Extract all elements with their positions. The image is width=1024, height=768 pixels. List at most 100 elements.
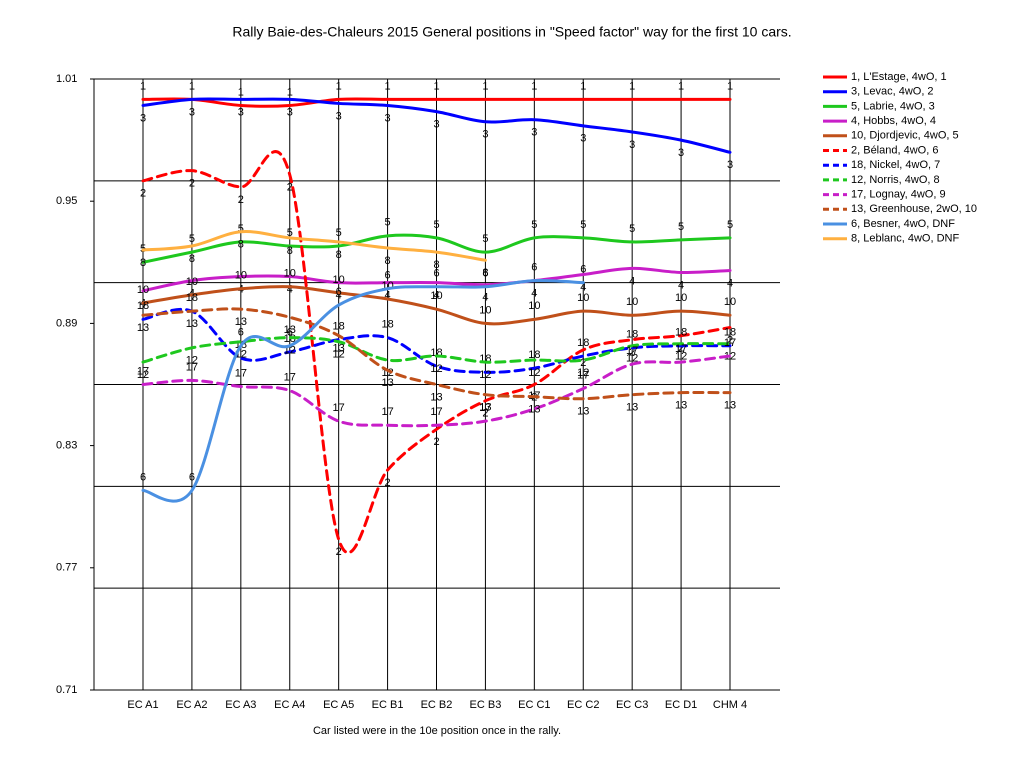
data-label: 4 — [629, 275, 635, 287]
data-label: 10 — [528, 300, 540, 312]
series-line — [141, 150, 732, 555]
data-label: 1 — [385, 80, 391, 92]
data-label: 13 — [235, 316, 247, 328]
data-label: 3 — [140, 112, 146, 124]
data-label: 18 — [626, 329, 638, 341]
data-label: 3 — [287, 106, 293, 118]
data-label: 6 — [189, 471, 195, 483]
x-tick-label: EC B2 — [421, 699, 453, 711]
data-label: 12 — [430, 363, 442, 375]
data-label: 6 — [580, 264, 586, 276]
data-label: 17 — [381, 406, 393, 418]
data-label: 6 — [531, 262, 537, 274]
x-tick-label: EC C2 — [567, 699, 599, 711]
data-label: 18 — [381, 319, 393, 331]
data-label: 1 — [140, 80, 146, 92]
data-label: 12 — [626, 353, 638, 365]
data-label: 2 — [629, 347, 635, 359]
data-label: 1 — [189, 80, 195, 92]
data-label: 1 — [433, 80, 439, 92]
legend-label: 2, Béland, 4wO, 6 — [851, 144, 938, 156]
data-label: 8 — [189, 253, 195, 265]
data-label: 17 — [284, 372, 296, 384]
data-label: 13 — [528, 404, 540, 416]
series-line — [141, 307, 732, 401]
data-label: 3 — [727, 159, 733, 171]
chart-title: Rally Baie-des-Chaleurs 2015 General pos… — [232, 24, 791, 40]
data-label: 4 — [385, 290, 391, 302]
data-label: 5 — [385, 217, 391, 229]
data-label: 8 — [336, 249, 342, 261]
data-label: 10 — [186, 276, 198, 288]
data-label: 3 — [189, 106, 195, 118]
legend-label: 4, Hobbs, 4wO, 4 — [851, 115, 936, 127]
data-label: 12 — [479, 369, 491, 381]
data-label: 17 — [186, 361, 198, 373]
legend-label: 12, Norris, 4wO, 8 — [851, 174, 940, 186]
x-tick-label: EC A4 — [274, 699, 305, 711]
data-label: 2 — [727, 334, 733, 346]
data-label: 10 — [137, 284, 149, 296]
data-label: 1 — [629, 80, 635, 92]
data-label: 2 — [385, 477, 391, 489]
footnote: Car listed were in the 10e position once… — [313, 725, 561, 737]
data-label: 17 — [626, 345, 638, 357]
data-label: 5 — [287, 227, 293, 239]
data-label: 3 — [238, 106, 244, 118]
data-label: 5 — [678, 221, 684, 233]
legend-label: 8, Leblanc, 4wO, DNF — [851, 233, 959, 245]
data-label: 6 — [433, 268, 439, 280]
data-label: 10 — [430, 290, 442, 302]
data-label: 13 — [284, 324, 296, 336]
x-tick-label: EC B1 — [372, 699, 404, 711]
data-label: 18 — [137, 300, 149, 312]
x-tick-label: EC A3 — [225, 699, 256, 711]
x-tick-label: EC A2 — [176, 699, 207, 711]
data-label: 13 — [430, 391, 442, 403]
data-label: 18 — [675, 327, 687, 339]
legend-label: 1, L'Estage, 4wO, 1 — [851, 71, 947, 83]
data-label: 5 — [580, 219, 586, 231]
data-label: 10 — [235, 270, 247, 282]
data-label: 6 — [482, 268, 488, 280]
data-label: 2 — [336, 546, 342, 558]
y-tick-label: 0.77 — [56, 562, 77, 574]
data-label: 1 — [287, 86, 293, 98]
data-label: 5 — [433, 219, 439, 231]
data-label: 2 — [482, 408, 488, 420]
y-tick-label: 1.01 — [56, 73, 77, 85]
data-label: 10 — [675, 292, 687, 304]
data-label: 17 — [675, 343, 687, 355]
series-line — [141, 233, 732, 264]
data-label: 12 — [333, 349, 345, 361]
data-label: 2 — [140, 188, 146, 200]
y-tick-label: 0.95 — [56, 195, 77, 207]
data-label: 10 — [333, 274, 345, 286]
data-label: 4 — [727, 277, 733, 289]
data-label: 18 — [186, 292, 198, 304]
data-label: 1 — [336, 80, 342, 92]
legend-label: 10, Djordjevic, 4wO, 5 — [851, 130, 959, 142]
data-label: 8 — [140, 257, 146, 269]
data-label: 6 — [385, 270, 391, 282]
data-label: 12 — [675, 351, 687, 363]
data-label: 8 — [385, 255, 391, 267]
data-label: 10 — [284, 268, 296, 280]
data-label: 2 — [678, 343, 684, 355]
series-line — [141, 285, 732, 326]
legend-label: 6, Besner, 4wO, DNF — [851, 218, 955, 230]
data-label: 17 — [724, 337, 736, 349]
data-label: 13 — [626, 402, 638, 414]
data-label: 3 — [336, 110, 342, 122]
data-label: 5 — [482, 233, 488, 245]
series-line — [141, 336, 732, 364]
data-label: 8 — [287, 245, 293, 257]
data-label: 13 — [381, 377, 393, 389]
series-line — [141, 97, 732, 154]
data-label: 10 — [479, 304, 491, 316]
data-label: 13 — [724, 400, 736, 412]
data-label: 1 — [727, 80, 733, 92]
data-label: 2 — [433, 436, 439, 448]
data-label: 4 — [531, 288, 537, 300]
